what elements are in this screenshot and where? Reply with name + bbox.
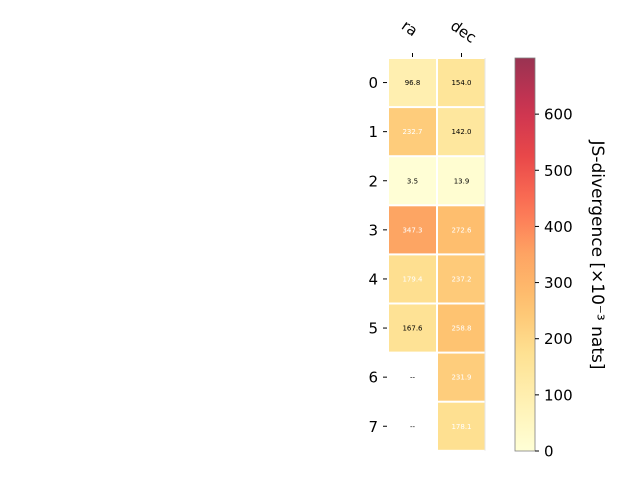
cell-value-label: 231.9	[451, 374, 471, 382]
column-label: ra	[398, 17, 421, 41]
heatmap-cell	[389, 108, 436, 156]
heatmap-cell	[438, 304, 485, 352]
row-label: 6	[368, 369, 378, 387]
colorbar-tick-label: 100	[544, 386, 573, 404]
colorbar-tick-label: 500	[544, 162, 573, 180]
cell-value-label: --	[410, 374, 416, 382]
cell-value-label: 179.4	[402, 275, 423, 283]
cell-value-label: 3.5	[407, 177, 418, 185]
column-labels: ra dec	[398, 17, 480, 57]
heatmap-cell	[389, 59, 436, 107]
colorbar-label: JS-divergence [×10⁻³ nats]	[587, 140, 607, 370]
heatmap-cell	[438, 353, 485, 401]
row-label: 5	[368, 320, 378, 338]
column-label: dec	[447, 17, 479, 47]
colorbar-tick-label: 200	[544, 330, 573, 348]
colorbar-frame	[514, 57, 536, 452]
heatmap-cells: 96.8 154.0 232.7 142.0 3.5 13.9 347.3 272.6 179.…	[389, 58, 486, 451]
heatmap-cell	[389, 304, 436, 352]
heatmap-cell	[438, 59, 485, 107]
cell-value-label: --	[410, 423, 416, 431]
cell-value-label: 154.0	[451, 79, 471, 87]
cell-value-label: 347.3	[402, 226, 422, 234]
cell-value-label: 237.2	[451, 275, 471, 283]
heatmap-cell	[389, 206, 436, 254]
row-label: 1	[368, 123, 378, 141]
row-labels: 0 1 2 3 4 5 6 7	[368, 74, 387, 436]
row-label: 4	[368, 270, 378, 288]
heatmap-cell	[389, 255, 436, 303]
colorbar: 0 100 200 300 400 500 600	[514, 57, 573, 461]
heatmap-cell	[438, 255, 485, 303]
heatmap-cell	[438, 206, 485, 254]
cell-value-label: 13.9	[454, 177, 470, 185]
colorbar-tick-label: 600	[544, 106, 573, 124]
heatmap-cell	[438, 157, 485, 205]
heatmap-cell	[438, 108, 485, 156]
cell-value-label: 96.8	[405, 79, 421, 87]
cell-value-label: 178.1	[451, 423, 471, 431]
cell-value-label: 272.6	[451, 226, 472, 234]
row-label: 3	[368, 221, 378, 239]
colorbar-tick-label: 0	[544, 443, 554, 461]
row-label: 2	[368, 172, 378, 190]
colorbar-tick-label: 400	[544, 218, 573, 236]
cell-value-label: 142.0	[451, 128, 471, 136]
row-label: 0	[368, 74, 378, 92]
heatmap-cell	[389, 157, 436, 205]
cell-value-label: 167.6	[402, 325, 423, 333]
colorbar-gradient	[515, 58, 535, 451]
colorbar-tick-label: 300	[544, 274, 573, 292]
heatmap-cell	[438, 402, 485, 450]
cell-value-label: 232.7	[402, 128, 422, 136]
row-label: 7	[368, 418, 378, 436]
cell-value-label: 258.8	[451, 325, 471, 333]
